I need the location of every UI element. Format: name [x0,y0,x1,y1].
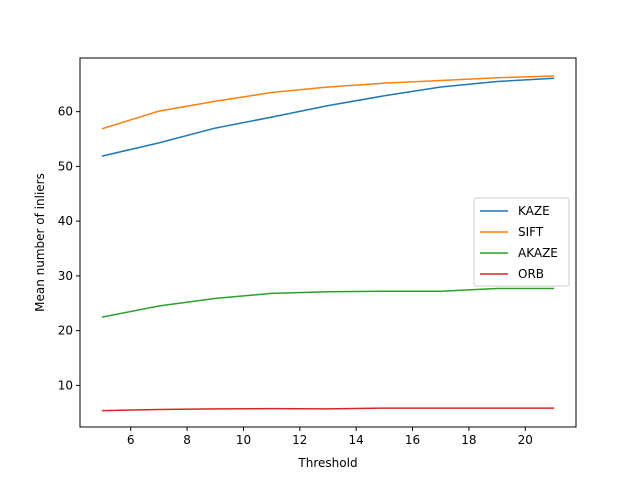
legend-label-orb: ORB [518,267,544,281]
y-axis-ticks: 10 20 30 40 50 60 [58,105,80,392]
series-layer [101,75,555,412]
legend-label-kaze: KAZE [518,204,550,218]
x-tick-label: 12 [292,433,307,447]
x-tick-label: 10 [236,433,251,447]
x-axis-ticks: 6 8 10 12 14 16 18 20 [127,427,533,447]
series-line-orb [101,407,555,412]
x-tick-label: 8 [183,433,191,447]
x-tick-label: 16 [405,433,420,447]
x-tick-label: 18 [461,433,476,447]
y-tick-label: 60 [58,105,73,119]
x-tick-label: 14 [349,433,364,447]
series-line-akaze [101,287,555,318]
x-tick-label: 20 [518,433,533,447]
y-tick-label: 50 [58,159,73,173]
legend: KAZE SIFT AKAZE ORB [473,197,570,287]
y-tick-label: 30 [58,269,73,283]
y-tick-label: 20 [58,324,73,338]
legend-box [473,197,570,287]
axes-frame [79,57,577,428]
x-tick-label: 6 [127,433,135,447]
series-line-sift [101,75,555,130]
legend-label-akaze: AKAZE [518,246,558,260]
legend-label-sift: SIFT [518,225,544,239]
series-line-kaze [101,77,555,157]
y-tick-label: 40 [58,214,73,228]
y-axis-label: Mean number of inliers [33,173,47,312]
x-axis-label: Threshold [297,456,357,470]
y-tick-label: 10 [58,378,73,392]
